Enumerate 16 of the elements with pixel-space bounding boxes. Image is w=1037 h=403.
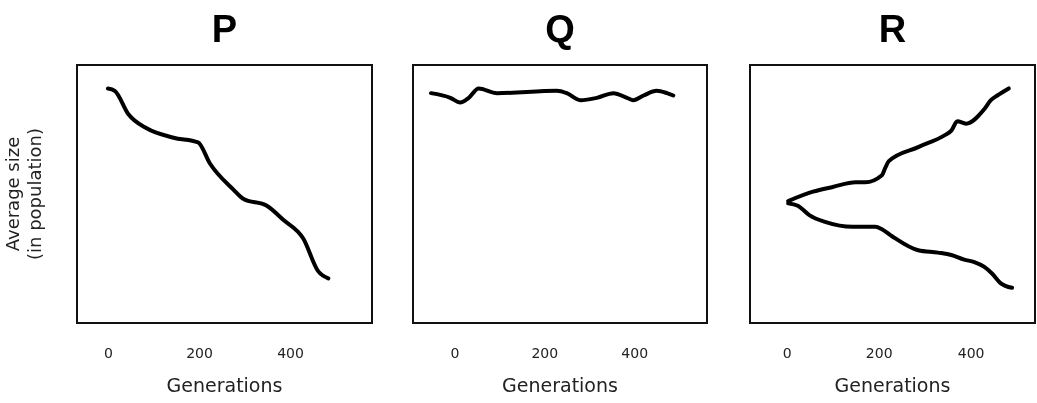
- x-tick-label: 400: [621, 344, 649, 361]
- x-axis-title: Generations: [166, 374, 283, 396]
- x-tick-label: 200: [186, 344, 213, 361]
- x-axis-title: Generations: [834, 374, 951, 396]
- chart-title: P: [211, 8, 238, 50]
- chart-title: Q: [545, 8, 575, 50]
- x-tick-label: 400: [277, 344, 304, 361]
- x-tick-label: 400: [957, 344, 985, 361]
- x-axis-title: Generations: [502, 374, 618, 396]
- x-tick-label: 0: [782, 344, 792, 361]
- y-axis-title: Average size (in population): [2, 128, 45, 260]
- x-tick-label: 200: [531, 344, 559, 361]
- chart-title: R: [878, 8, 907, 50]
- x-tick-label: 0: [104, 344, 113, 361]
- x-tick-label: 200: [865, 344, 893, 361]
- x-tick-label: 0: [450, 344, 460, 361]
